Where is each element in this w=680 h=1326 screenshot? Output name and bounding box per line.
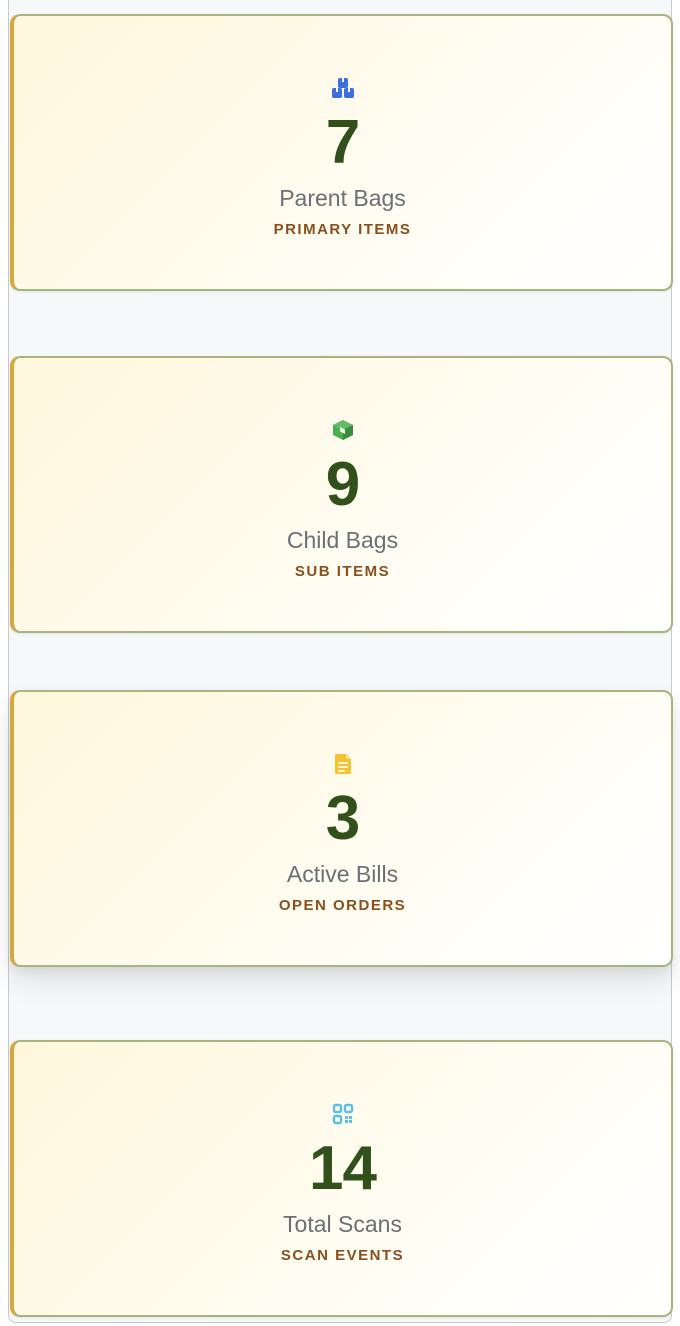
- document-icon: [334, 754, 351, 774]
- stat-card-total-scans[interactable]: 14 Total Scans SCAN EVENTS: [10, 1040, 673, 1317]
- stat-sublabel: SCAN EVENTS: [280, 1247, 405, 1264]
- stat-label: Child Bags: [286, 527, 399, 553]
- stat-card-active-bills[interactable]: 3 Active Bills OPEN ORDERS: [10, 690, 673, 967]
- stat-label: Total Scans: [283, 1211, 402, 1237]
- stat-label: Active Bills: [286, 861, 399, 887]
- stat-value: 7: [325, 108, 360, 177]
- qr-code-icon: [332, 1103, 353, 1125]
- stat-sublabel: PRIMARY ITEMS: [273, 221, 412, 238]
- stat-value: 9: [325, 450, 360, 519]
- boxes-icon: [331, 78, 354, 98]
- stat-sublabel: OPEN ORDERS: [278, 897, 407, 914]
- stat-sublabel: SUB ITEMS: [294, 563, 391, 580]
- box-icon: [332, 420, 353, 440]
- stat-value: 3: [325, 784, 360, 853]
- stat-value: 14: [309, 1134, 377, 1203]
- stat-card-child-bags[interactable]: 9 Child Bags SUB ITEMS: [10, 356, 673, 633]
- stat-label: Parent Bags: [279, 185, 406, 211]
- stat-card-parent-bags[interactable]: 7 Parent Bags PRIMARY ITEMS: [10, 14, 673, 291]
